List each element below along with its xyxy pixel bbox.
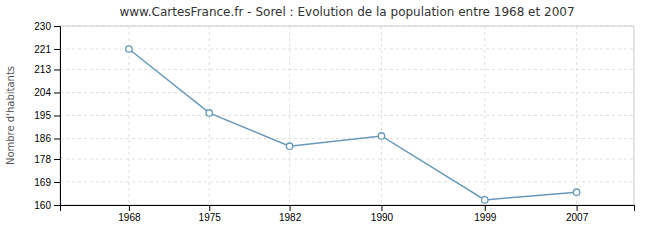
tick-mark — [290, 205, 291, 211]
tick-label: 186 — [34, 133, 51, 144]
point — [482, 197, 488, 203]
point — [286, 143, 292, 149]
tick: 195 — [34, 110, 60, 121]
tick-label: 221 — [34, 44, 51, 55]
plot-frame — [60, 26, 634, 205]
tick-mark — [54, 92, 60, 93]
tick-mark — [381, 205, 382, 211]
tick: 1982 — [279, 205, 302, 223]
tick-label: 1982 — [279, 212, 302, 223]
tick-mark — [54, 182, 60, 183]
chart: 1968 1975 1982 1990 1999 2007 160 169 178 186 195 2… — [0, 0, 650, 229]
grid-line — [60, 92, 634, 93]
tick: 169 — [34, 177, 60, 188]
grid-line — [60, 138, 634, 139]
tick-mark — [577, 205, 578, 211]
point — [573, 189, 579, 195]
tick-label: 1968 — [118, 212, 141, 223]
axis-line — [61, 206, 635, 212]
tick: 1999 — [474, 205, 497, 223]
tick-mark — [54, 159, 60, 160]
tick-mark — [54, 205, 60, 206]
plot-area: 1968 1975 1982 1990 1999 2007 160 169 178 186 195 2… — [34, 21, 634, 223]
axis-line — [54, 27, 61, 206]
grid-line — [60, 69, 634, 70]
tick-mark — [54, 116, 60, 117]
tick-mark — [54, 69, 60, 70]
tick-mark — [129, 205, 130, 211]
tick-mark — [209, 205, 210, 211]
tick-label: 160 — [34, 200, 51, 211]
tick-label: 204 — [34, 87, 51, 98]
grid-line — [60, 158, 634, 159]
tick: 178 — [34, 154, 60, 165]
grid-line — [60, 115, 634, 116]
tick: 221 — [34, 44, 60, 55]
grid — [60, 26, 634, 205]
point — [126, 46, 132, 52]
point — [378, 133, 384, 139]
grid-line — [289, 26, 290, 205]
tick: 204 — [34, 87, 60, 98]
tick-label: 1975 — [199, 212, 222, 223]
tick-mark — [485, 205, 486, 211]
tick: 230 — [34, 21, 60, 32]
point — [206, 110, 212, 116]
tick-label: 169 — [34, 177, 51, 188]
grid-line — [60, 49, 634, 50]
line — [129, 49, 577, 200]
tick-label: 2007 — [566, 212, 589, 223]
x-axis: 1968 1975 1982 1990 1999 2007 — [61, 205, 635, 223]
tick-mark — [54, 49, 60, 50]
series — [126, 46, 580, 203]
tick-label: 1999 — [474, 212, 497, 223]
tick: 160 — [34, 200, 60, 211]
tick-label: 178 — [34, 154, 51, 165]
grid-line — [60, 181, 634, 182]
title: www.CartesFrance.fr - Sorel : Evolution … — [119, 5, 574, 19]
tick: 213 — [34, 64, 60, 75]
tick: 2007 — [566, 205, 589, 223]
grid-line — [576, 26, 577, 205]
tick-label: 1990 — [371, 212, 394, 223]
tick: 1990 — [371, 205, 394, 223]
grid-line — [484, 26, 485, 205]
y-axis: 160 169 178 186 195 204 213 221 230 — [34, 21, 60, 211]
tick-mark — [54, 139, 60, 140]
tick-label: 195 — [34, 110, 51, 121]
tick-label: 213 — [34, 64, 51, 75]
tick: 186 — [34, 133, 60, 144]
y-axis-title: Nombre d'habitants — [5, 66, 16, 165]
grid-line — [381, 26, 382, 205]
tick: 1975 — [199, 205, 222, 223]
tick-mark — [54, 26, 60, 27]
tick-label: 230 — [34, 21, 51, 32]
tick: 1968 — [118, 205, 141, 223]
